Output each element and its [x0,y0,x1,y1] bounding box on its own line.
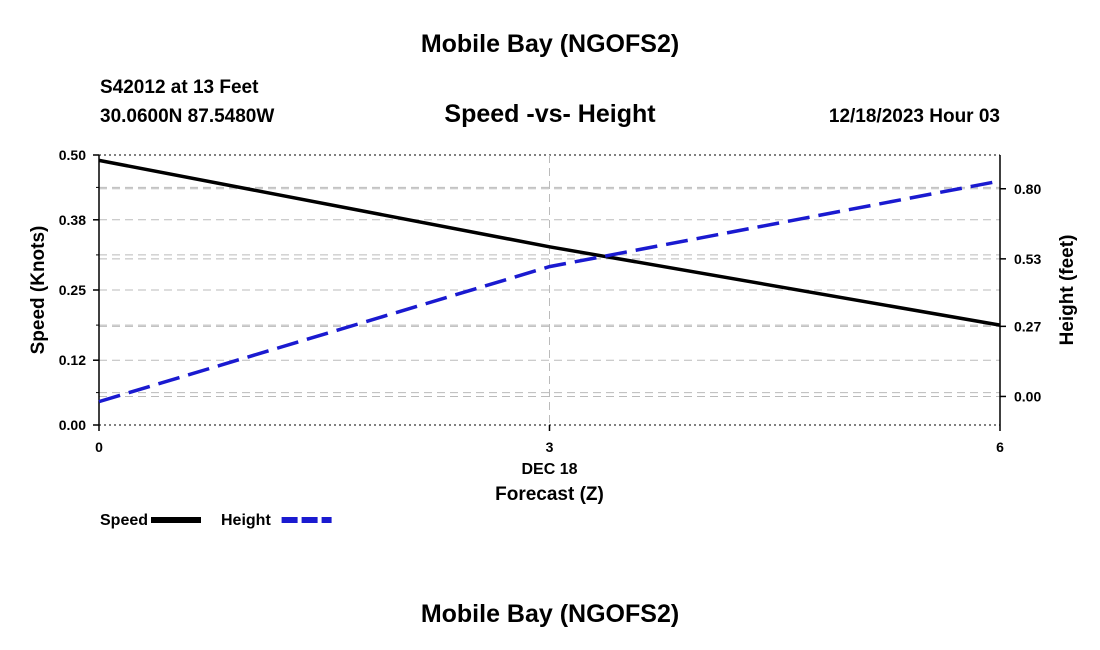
left-tick-label: 0.00 [59,417,86,433]
forecast-datetime: 12/18/2023 Hour 03 [828,106,1000,127]
left-tick-label: 0.12 [59,352,86,368]
right-axis-title: Height (feet) [1057,235,1078,346]
left-tick-label: 0.50 [59,147,86,163]
x-tick-label: 0 [95,439,103,455]
speed-height-chart: 0.00 0.12 0.25 0.38 0.50 0.00 0.27 0.53 0.80 0 3 6 D… [28,147,1078,529]
x-tick-label: 6 [996,439,1004,455]
footer-title: Mobile Bay (NGOFS2) [420,600,680,628]
left-axis-title: Speed (Knots) [28,226,49,355]
left-tick-label: 0.25 [59,282,86,298]
x-axis-title: Forecast (Z) [495,484,604,505]
legend-label-speed: Speed [100,512,148,529]
x-tick-label: 3 [546,439,554,455]
series-line-height [98,179,1001,404]
x-date-label: DEC 18 [521,461,577,478]
right-tick-label: 0.80 [1014,181,1041,197]
legend-label-height: Height [221,512,271,529]
coordinates-label: 30.0600N 87.5480W [100,106,275,127]
left-tick-label: 0.38 [59,212,86,228]
right-tick-label: 0.00 [1014,388,1041,404]
page-title: Mobile Bay (NGOFS2) [420,30,680,58]
right-tick-label: 0.27 [1014,318,1041,334]
chart-title: Speed -vs- Height [444,100,656,128]
right-tick-label: 0.53 [1014,251,1041,267]
station-label: S42012 at 13 Feet [100,77,259,98]
series-line-speed [98,158,1001,327]
